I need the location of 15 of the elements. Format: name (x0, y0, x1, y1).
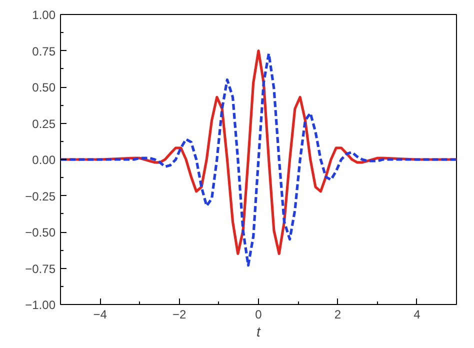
x-axis-title: t (256, 324, 262, 340)
y-tick-label: 0.00 (32, 153, 56, 167)
y-tick-label: 1.00 (32, 8, 56, 22)
x-tick-label: 0 (255, 308, 262, 322)
x-tick-label: −4 (93, 308, 108, 322)
x-tick-label: −2 (172, 308, 186, 322)
y-tick-label: 0.50 (32, 80, 56, 94)
y-tick-label: −0.25 (25, 189, 56, 204)
x-tick-label: 2 (334, 308, 342, 322)
y-tick-label: −0.50 (25, 226, 56, 240)
y-tick-label: 0.75 (32, 44, 56, 58)
y-tick-label: −1.00 (25, 298, 56, 312)
y-tick-label: 0.25 (32, 116, 56, 131)
x-tick-label: 4 (414, 308, 421, 322)
y-tick-label: −0.75 (25, 262, 56, 276)
